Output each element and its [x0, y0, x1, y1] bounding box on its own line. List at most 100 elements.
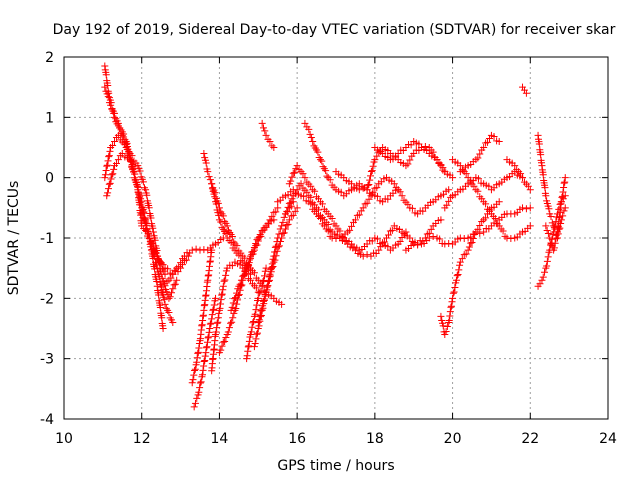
data-point	[555, 205, 563, 213]
data-point	[165, 308, 173, 316]
data-point	[441, 168, 449, 176]
data-point	[177, 259, 185, 267]
data-point	[346, 226, 354, 234]
data-point	[167, 274, 175, 282]
data-point	[460, 251, 468, 259]
axis-ticks	[63, 56, 609, 420]
data-point	[227, 319, 235, 327]
data-point	[247, 328, 255, 336]
data-point	[169, 270, 177, 278]
data-point	[446, 308, 454, 316]
data-point	[114, 131, 122, 139]
data-point	[243, 355, 251, 363]
data-point	[228, 303, 236, 311]
data-point	[449, 174, 457, 182]
data-point	[220, 277, 228, 285]
data-point	[259, 297, 267, 305]
data-point	[547, 212, 555, 220]
data-point	[450, 288, 458, 296]
data-point	[447, 303, 455, 311]
data-point	[285, 216, 293, 224]
data-point	[301, 174, 309, 182]
data-point	[110, 165, 118, 173]
data-point	[236, 280, 244, 288]
data-point	[410, 240, 418, 248]
data-point	[318, 200, 326, 208]
data-point	[101, 174, 109, 182]
data-point	[267, 268, 275, 276]
data-point	[328, 214, 336, 222]
data-point	[283, 207, 291, 215]
data-point	[193, 354, 201, 362]
data-point	[305, 125, 313, 133]
data-point	[208, 180, 216, 188]
data-point	[266, 276, 274, 284]
data-point	[311, 187, 319, 195]
data-point	[219, 282, 227, 290]
data-point	[249, 250, 257, 258]
data-point	[279, 230, 287, 238]
data-point	[250, 246, 258, 254]
x-tick-label: 14	[211, 431, 229, 447]
x-tick-label: 10	[55, 431, 73, 447]
data-point	[258, 306, 266, 314]
data-point	[474, 175, 482, 183]
data-point	[255, 316, 263, 324]
data-point	[439, 322, 447, 330]
data-point	[120, 130, 128, 138]
data-point	[279, 218, 287, 226]
data-point	[196, 384, 204, 392]
data-point	[271, 256, 279, 264]
data-point	[539, 273, 547, 281]
data-point	[241, 268, 249, 276]
data-point	[558, 193, 566, 201]
data-point	[254, 237, 262, 245]
data-point	[541, 268, 549, 276]
data-point	[443, 322, 451, 330]
data-point	[429, 233, 437, 241]
data-point	[427, 225, 435, 233]
data-point	[206, 176, 214, 184]
data-point	[259, 124, 267, 132]
data-point	[261, 292, 269, 300]
data-point	[396, 237, 404, 245]
data-point	[218, 291, 226, 299]
data-point	[215, 309, 223, 317]
data-point	[480, 144, 488, 151]
data-point	[251, 310, 259, 318]
data-point	[464, 174, 472, 182]
data-point	[232, 304, 240, 312]
data-point	[283, 221, 291, 229]
data-point	[217, 300, 225, 308]
data-point	[169, 285, 177, 293]
data-point	[309, 137, 317, 145]
data-point	[244, 343, 252, 351]
data-point	[292, 165, 300, 173]
data-point	[561, 174, 569, 182]
data-point	[188, 246, 196, 254]
y-tick-label: -3	[40, 352, 54, 368]
data-point	[164, 265, 172, 273]
data-point	[191, 399, 199, 407]
data-point	[145, 234, 153, 242]
data-point	[289, 169, 297, 177]
data-point	[476, 150, 484, 158]
data-point	[365, 180, 373, 188]
data-point	[201, 352, 209, 360]
y-axis-label: SDTVAR / TECUs	[6, 181, 22, 296]
data-point	[476, 221, 484, 229]
data-point	[106, 147, 114, 155]
data-point	[433, 156, 441, 164]
data-point	[490, 132, 498, 140]
data-point	[202, 349, 210, 357]
data-point	[196, 379, 204, 387]
data-point	[195, 340, 203, 348]
data-point	[441, 331, 449, 339]
data-point	[252, 242, 260, 250]
data-point	[474, 225, 482, 233]
data-point	[390, 180, 398, 188]
data-point	[151, 265, 159, 273]
data-point	[268, 263, 276, 271]
data-point	[213, 324, 221, 332]
data-point	[542, 222, 550, 230]
